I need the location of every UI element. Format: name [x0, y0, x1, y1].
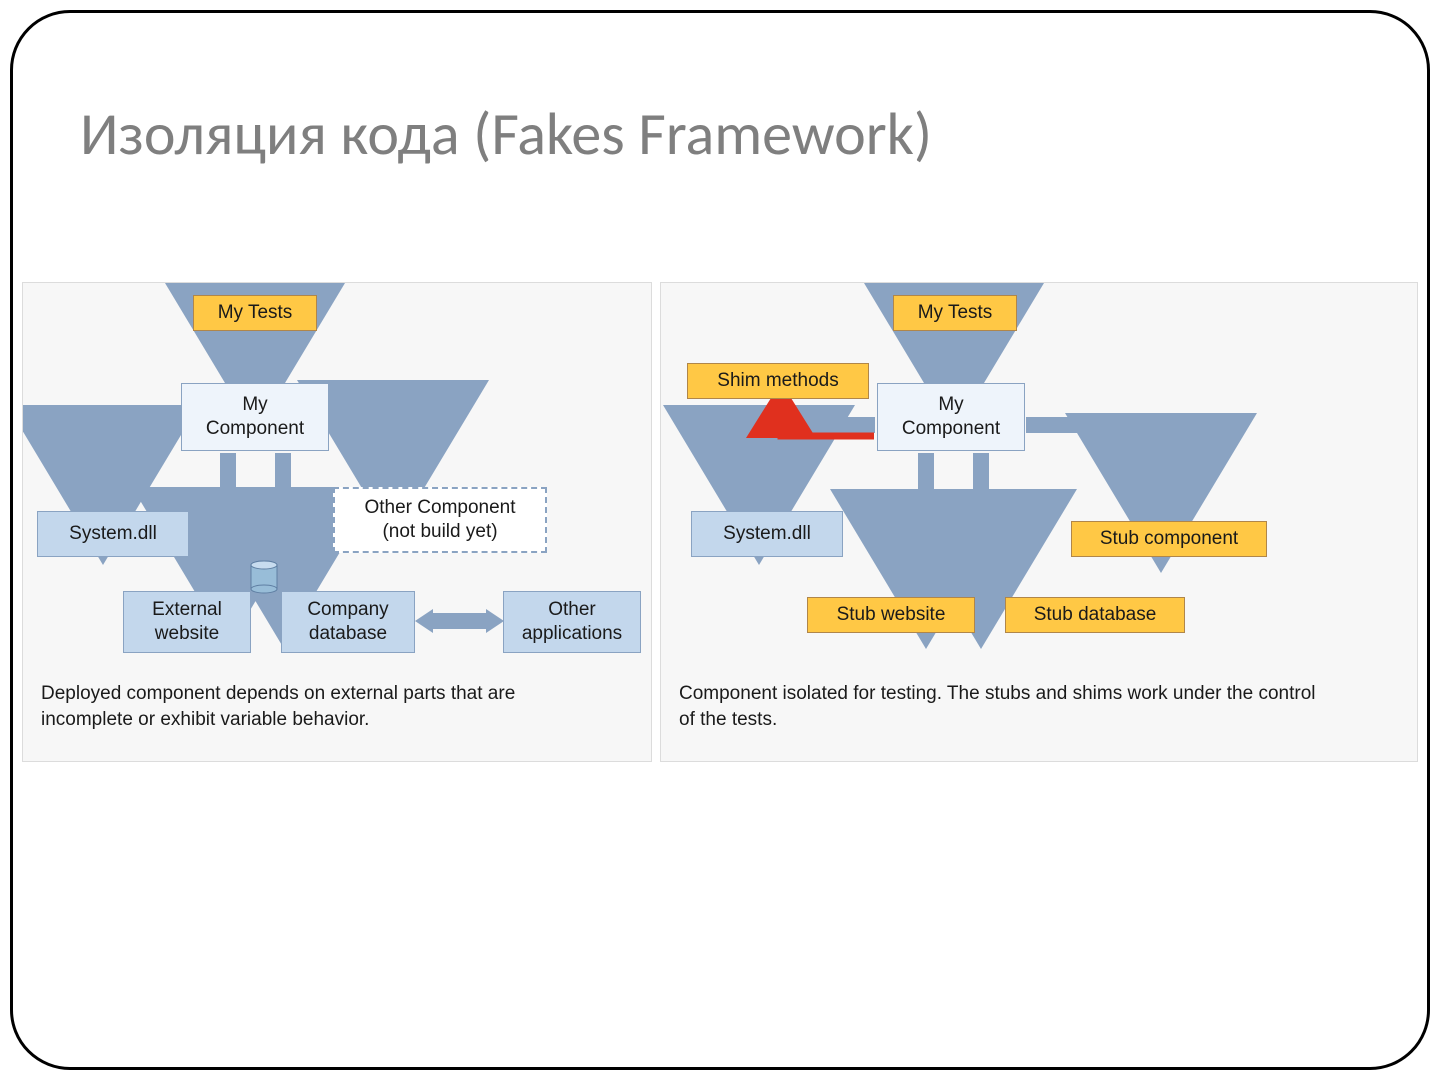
node-my-tests: My Tests	[193, 295, 317, 331]
node-system-dll: System.dll	[37, 511, 189, 557]
node-my-tests-r: My Tests	[893, 295, 1017, 331]
node-shim-methods: Shim methods	[687, 363, 869, 399]
caption-left: Deployed component depends on external p…	[41, 681, 611, 732]
node-external-website: External website	[123, 591, 251, 653]
slide-title: Изоляция кода (Fakes Framework)	[80, 98, 932, 171]
node-my-component: My Component	[181, 383, 329, 451]
node-stub-component: Stub component	[1071, 521, 1267, 557]
node-system-dll-r: System.dll	[691, 511, 843, 557]
caption-right: Component isolated for testing. The stub…	[679, 681, 1319, 732]
node-my-component-r: My Component	[877, 383, 1025, 451]
panel-deployed: My Tests My Component System.dll Other C…	[22, 282, 652, 762]
node-other-component: Other Component (not build yet)	[333, 487, 547, 553]
panel-isolated: My Tests Shim methods My Component Syste…	[660, 282, 1418, 762]
node-company-database: Company database	[281, 591, 415, 653]
node-other-applications: Other applications	[503, 591, 641, 653]
node-stub-website: Stub website	[807, 597, 975, 633]
node-stub-database: Stub database	[1005, 597, 1185, 633]
